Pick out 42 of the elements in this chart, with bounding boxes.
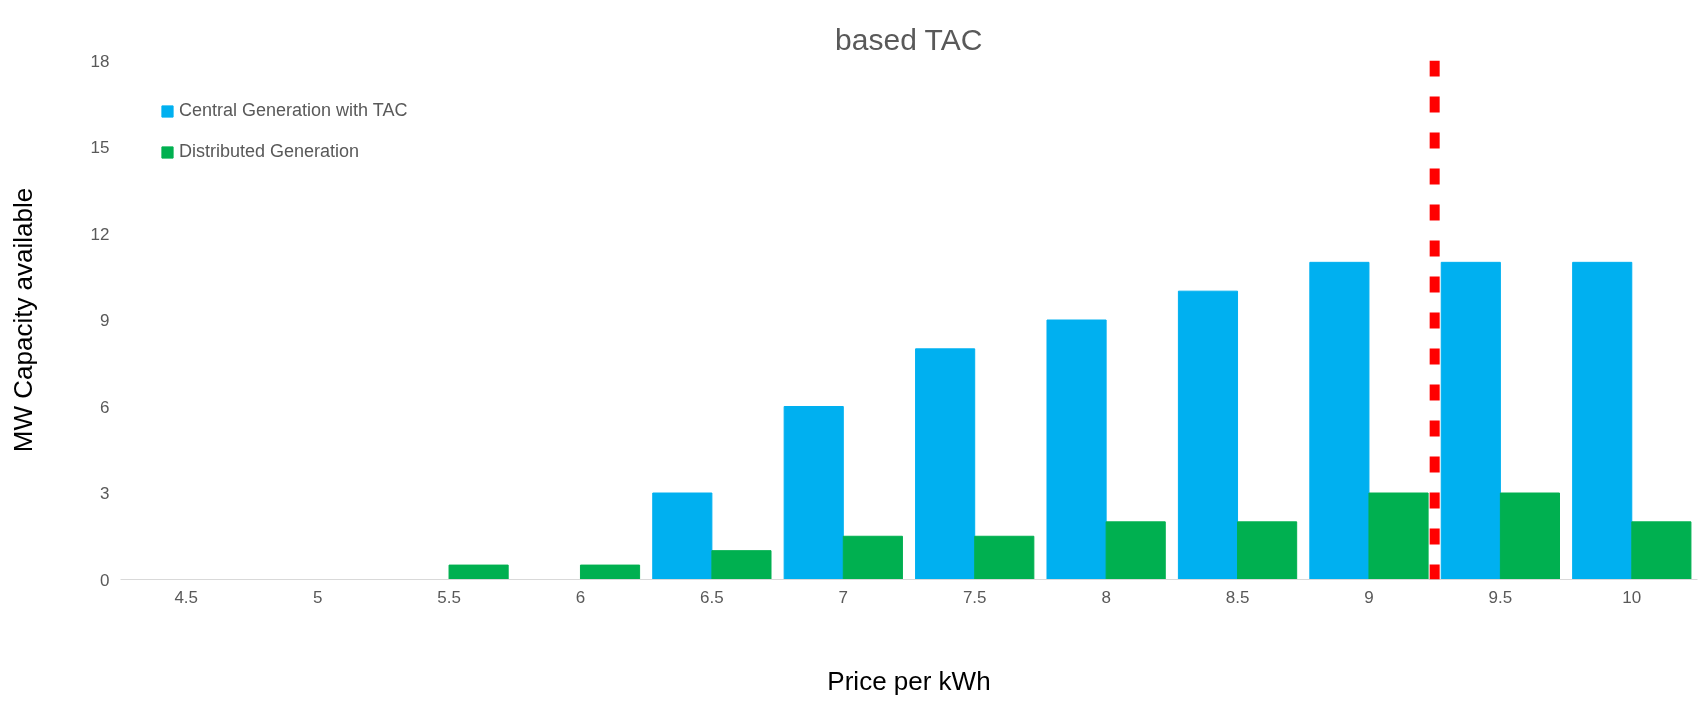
- x-tick-label: 6.5: [700, 587, 724, 607]
- bar: [448, 564, 509, 580]
- x-tick-label: 4.5: [174, 587, 199, 607]
- x-tick-label: 10: [1622, 587, 1642, 607]
- x-tick-label: 8.5: [1225, 587, 1250, 607]
- bar: [1177, 290, 1239, 580]
- bar: [1237, 521, 1298, 580]
- chart-title: based TAC: [835, 22, 983, 56]
- y-tick-label: 15: [90, 138, 110, 157]
- x-tick-label: 9: [1364, 587, 1374, 607]
- bar: [974, 535, 1035, 580]
- y-tick-label: 12: [90, 224, 110, 244]
- bar: [711, 550, 772, 580]
- bar: [1572, 261, 1633, 580]
- x-tick-label: 6: [575, 587, 586, 607]
- bar: [915, 348, 976, 580]
- y-tick-label: 0: [100, 570, 110, 590]
- bar: [652, 492, 713, 580]
- y-tick-label: 6: [100, 397, 110, 417]
- y-axis-title: MW Capacity available: [7, 187, 38, 453]
- y-tick-label: 9: [100, 311, 110, 330]
- x-tick-label: 5: [312, 587, 323, 607]
- bar: [1046, 319, 1107, 580]
- bar: [1440, 261, 1501, 580]
- x-tick-label: 8: [1101, 587, 1111, 607]
- y-tick-label: 18: [90, 51, 110, 71]
- x-tick-label: 5.5: [437, 587, 461, 607]
- bar: [783, 406, 844, 580]
- x-tick-label: 9.5: [1488, 587, 1513, 607]
- x-tick-label: 7.5: [962, 587, 987, 607]
- legend-label: Central Generation with TAC: [179, 100, 408, 121]
- bar: [579, 564, 641, 580]
- y-tick-label: 3: [100, 484, 110, 503]
- bar: [1309, 261, 1370, 580]
- bar: [842, 535, 903, 580]
- x-axis-title: Price per kWh: [827, 665, 991, 696]
- bar: [1368, 492, 1429, 580]
- bar: [1499, 492, 1561, 580]
- legend-label: Distributed Generation: [179, 141, 360, 162]
- x-tick-label: 7: [838, 587, 849, 607]
- bar: [1105, 521, 1166, 580]
- bar: [1631, 521, 1692, 580]
